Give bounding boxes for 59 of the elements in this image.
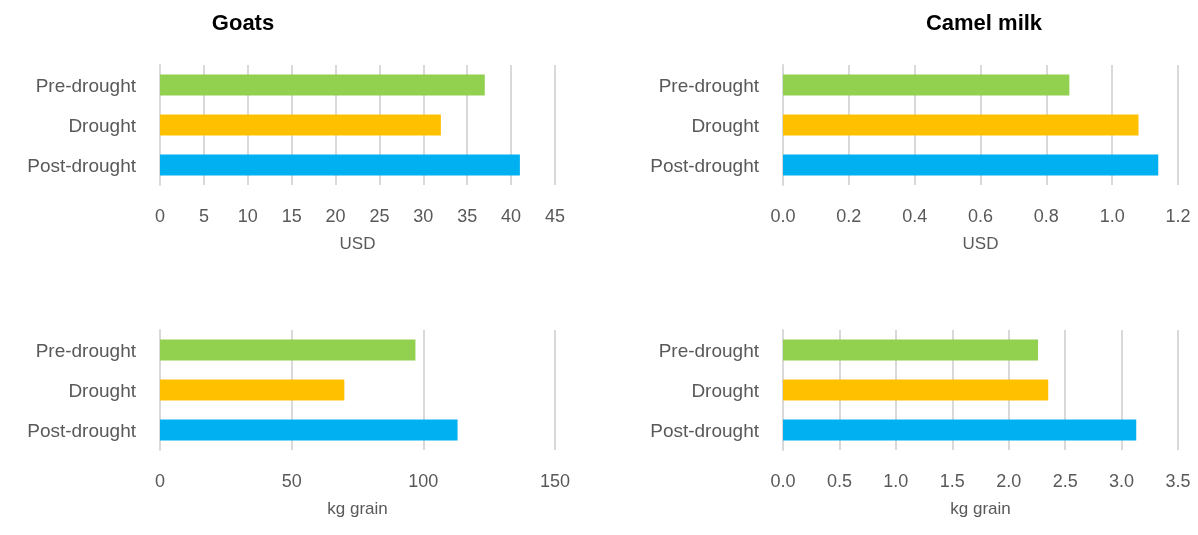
- x-tick-label: 35: [457, 206, 478, 226]
- x-tick-label: 0: [154, 206, 166, 226]
- x-tick-label: 2.5: [1052, 471, 1078, 491]
- x-tick-label: 0.0: [770, 206, 796, 226]
- x-tick-label: 5: [198, 206, 209, 226]
- bar: [783, 419, 1137, 441]
- x-tick-label: 1.0: [883, 471, 909, 491]
- x-tick-label: 25: [369, 206, 390, 226]
- bar: [160, 379, 345, 401]
- x-axis-title: kg grain: [327, 499, 388, 518]
- x-axis-title: kg grain: [950, 499, 1011, 518]
- y-tick-label: Drought: [68, 379, 137, 401]
- bar: [160, 419, 458, 441]
- bar: [160, 339, 416, 361]
- x-tick-label: 10: [237, 206, 258, 226]
- x-tick-label: 30: [413, 206, 434, 226]
- chart-title: Camel milk: [925, 9, 1043, 35]
- x-tick-label: 100: [408, 471, 439, 491]
- x-tick-label: 150: [539, 471, 571, 491]
- x-tick-label: 3.5: [1165, 471, 1191, 491]
- y-tick-label: Drought: [691, 379, 760, 401]
- x-tick-label: 40: [501, 206, 522, 226]
- y-tick-label: Drought: [691, 114, 760, 136]
- bar: [783, 379, 1049, 401]
- bar: [160, 154, 520, 176]
- x-tick-label: 0.2: [836, 206, 862, 226]
- y-tick-label: Drought: [68, 114, 137, 136]
- x-tick-label: 0.0: [770, 471, 796, 491]
- y-tick-label: Post-drought: [650, 154, 760, 176]
- bar: [783, 74, 1070, 96]
- y-tick-label: Pre-drought: [35, 339, 137, 361]
- x-axis-title: USD: [339, 234, 376, 253]
- bar: [783, 339, 1039, 361]
- bar: [160, 74, 485, 96]
- bar: [160, 114, 441, 136]
- x-tick-label: 1.2: [1165, 206, 1191, 226]
- bar: [783, 114, 1139, 136]
- x-tick-label: 3.0: [1109, 471, 1135, 491]
- bar: [783, 154, 1159, 176]
- chart-title: Goats: [211, 9, 275, 35]
- x-tick-label: 0.6: [967, 206, 994, 226]
- x-tick-label: 0.8: [1033, 206, 1059, 226]
- y-tick-label: Post-drought: [27, 419, 137, 441]
- x-tick-label: 45: [544, 206, 566, 226]
- y-tick-label: Post-drought: [650, 419, 760, 441]
- x-axis-title: USD: [962, 234, 999, 253]
- y-tick-label: Pre-drought: [35, 74, 137, 96]
- x-tick-label: 20: [325, 206, 346, 226]
- y-tick-label: Pre-drought: [658, 339, 760, 361]
- x-tick-label: 0.4: [902, 206, 928, 226]
- y-tick-label: Post-drought: [27, 154, 137, 176]
- y-tick-label: Pre-drought: [658, 74, 760, 96]
- x-tick-label: 1.5: [939, 471, 965, 491]
- x-tick-label: 1.0: [1099, 206, 1125, 226]
- x-tick-label: 2.0: [996, 471, 1022, 491]
- x-tick-label: 0: [154, 471, 166, 491]
- x-tick-label: 15: [281, 206, 302, 226]
- x-tick-label: 50: [281, 471, 302, 491]
- x-tick-label: 0.5: [826, 471, 852, 491]
